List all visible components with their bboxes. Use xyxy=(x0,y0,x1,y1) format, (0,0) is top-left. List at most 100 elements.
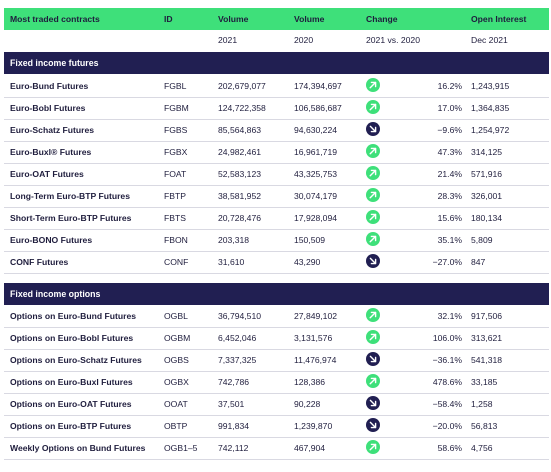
volume-2021: 38,581,952 xyxy=(218,191,262,201)
arrow-down-right-icon xyxy=(366,122,380,136)
contract-id: FBON xyxy=(164,235,188,245)
contract-name: Euro-Bund Futures xyxy=(10,81,89,91)
change-percent: 32.1% xyxy=(437,311,462,321)
open-interest: 1,254,972 xyxy=(471,125,510,135)
table-row: Options on Euro-OAT Futures OOAT 37,501 90,… xyxy=(4,393,549,416)
subheader-2020: 2020 xyxy=(294,35,314,45)
table-row: Options on Euro-BTP Futures OBTP 991,834 1,… xyxy=(4,415,549,438)
contract-name: Options on Euro-Schatz Futures xyxy=(10,355,142,365)
volume-2021: 742,112 xyxy=(218,443,249,453)
contract-name: Options on Euro-Buxl Futures xyxy=(10,377,133,387)
contract-id: FBTP xyxy=(164,191,186,201)
arrow-up-right-icon xyxy=(366,374,380,388)
change-percent: 478.6% xyxy=(432,377,462,387)
contract-id: OGB1–5 xyxy=(164,443,198,453)
change-percent: −27.0% xyxy=(432,257,462,267)
contract-id: OGBX xyxy=(164,377,189,387)
volume-2021: 85,564,863 xyxy=(218,125,262,135)
table-row: Options on Euro-Bobl Futures OGBM 6,452,04… xyxy=(4,327,549,350)
volume-2021: 52,583,123 xyxy=(218,169,262,179)
contract-name: Euro-Buxl® Futures xyxy=(10,147,92,157)
header-open-interest: Open Interest xyxy=(471,14,527,24)
arrow-up-right-icon xyxy=(366,210,380,224)
volume-2020: 27,849,102 xyxy=(294,311,338,321)
table-row: Euro-Bund Futures FGBL 202,679,077 174,394,… xyxy=(4,75,549,98)
change-percent: 28.3% xyxy=(437,191,462,201)
contract-id: FGBL xyxy=(164,81,187,91)
volume-2021: 124,722,358 xyxy=(218,103,266,113)
change-percent: −36.1% xyxy=(432,355,462,365)
header-change: Change xyxy=(366,14,398,24)
arrow-up-right-icon xyxy=(366,308,380,322)
volume-2020: 128,386 xyxy=(294,377,326,387)
header-volume-2021: Volume xyxy=(218,14,249,24)
volume-2020: 106,586,687 xyxy=(294,103,342,113)
subheader-open-interest: Dec 2021 xyxy=(471,35,508,45)
open-interest: 33,185 xyxy=(471,377,498,387)
arrow-up-right-icon xyxy=(366,144,380,158)
contract-id: OGBS xyxy=(164,355,189,365)
arrow-up-right-icon xyxy=(366,330,380,344)
volume-2020: 174,394,697 xyxy=(294,81,342,91)
open-interest: 541,318 xyxy=(471,355,503,365)
table-row: Euro-Buxl® Futures FGBX 24,982,461 16,961,7… xyxy=(4,141,549,164)
volume-2020: 16,961,719 xyxy=(294,147,338,157)
change-percent: 58.6% xyxy=(437,443,462,453)
open-interest: 313,621 xyxy=(471,333,503,343)
volume-2020: 3,131,576 xyxy=(294,333,333,343)
header-contract: Most traded contracts xyxy=(10,14,100,24)
contract-name: Euro-BONO Futures xyxy=(10,235,93,245)
table-row: Euro-Bobl Futures FGBM 124,722,358 106,586,… xyxy=(4,97,549,120)
contract-name: CONF Futures xyxy=(10,257,69,267)
contract-id: OGBM xyxy=(164,333,191,343)
section-header: Fixed income options xyxy=(4,283,549,305)
contract-name: Euro-Bobl Futures xyxy=(10,103,86,113)
volume-2020: 467,904 xyxy=(294,443,326,453)
contract-name: Short-Term Euro-BTP Futures xyxy=(10,213,132,223)
arrow-up-right-icon xyxy=(366,440,380,454)
volume-2020: 17,928,094 xyxy=(294,213,338,223)
arrow-up-right-icon xyxy=(366,188,380,202)
table-subheader-row: 2021 2020 2021 vs. 2020 Dec 2021 xyxy=(4,30,549,50)
contract-id: FGBS xyxy=(164,125,188,135)
contract-name: Options on Euro-OAT Futures xyxy=(10,399,132,409)
contract-id: OBTP xyxy=(164,421,188,431)
change-percent: 17.0% xyxy=(437,103,462,113)
change-percent: 106.0% xyxy=(432,333,462,343)
volume-2020: 90,228 xyxy=(294,399,321,409)
contract-id: FBTS xyxy=(164,213,186,223)
header-volume-2020: Volume xyxy=(294,14,325,24)
change-percent: −9.6% xyxy=(437,125,462,135)
volume-2021: 37,501 xyxy=(218,399,245,409)
volume-2021: 203,318 xyxy=(218,235,250,245)
volume-2020: 1,239,870 xyxy=(294,421,333,431)
open-interest: 1,258 xyxy=(471,399,493,409)
arrow-down-right-icon xyxy=(366,254,380,268)
open-interest: 571,916 xyxy=(471,169,503,179)
table-row: Weekly Options on Bund Futures OGB1–5 742,… xyxy=(4,437,549,460)
volume-2021: 6,452,046 xyxy=(218,333,257,343)
table-row: Options on Euro-Schatz Futures OGBS 7,337,… xyxy=(4,349,549,372)
volume-2021: 7,337,325 xyxy=(218,355,257,365)
volume-2021: 36,794,510 xyxy=(218,311,262,321)
change-percent: 35.1% xyxy=(437,235,462,245)
volume-2020: 150,509 xyxy=(294,235,326,245)
table-header-row: Most traded contracts ID Volume Volume C… xyxy=(4,8,549,30)
change-percent: 16.2% xyxy=(437,81,462,91)
table-row: CONF Futures CONF 31,610 43,290 −27.0% 847 xyxy=(4,251,549,274)
section-header: Fixed income futures xyxy=(4,52,549,74)
arrow-down-right-icon xyxy=(366,418,380,432)
contract-name: Options on Euro-BTP Futures xyxy=(10,421,132,431)
volume-2021: 202,679,077 xyxy=(218,81,266,91)
subheader-change: 2021 vs. 2020 xyxy=(366,35,420,45)
volume-2020: 43,290 xyxy=(294,257,321,267)
section-title: Fixed income futures xyxy=(10,58,99,68)
change-percent: 47.3% xyxy=(437,147,462,157)
table-row: Options on Euro-Bund Futures OGBL 36,794,5… xyxy=(4,305,549,328)
contract-name: Weekly Options on Bund Futures xyxy=(10,443,146,453)
change-percent: 21.4% xyxy=(437,169,462,179)
table-row: Options on Euro-Buxl Futures OGBX 742,786 1… xyxy=(4,371,549,394)
contract-id: OOAT xyxy=(164,399,188,409)
volume-2021: 20,728,476 xyxy=(218,213,262,223)
